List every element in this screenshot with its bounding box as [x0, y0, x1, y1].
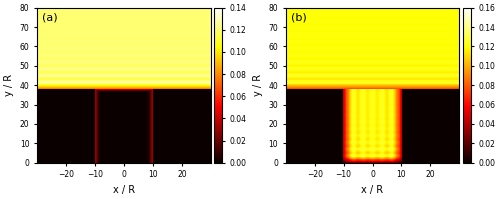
- Y-axis label: y / R: y / R: [253, 74, 263, 96]
- X-axis label: x / R: x / R: [362, 185, 384, 195]
- X-axis label: x / R: x / R: [113, 185, 135, 195]
- Y-axis label: y / R: y / R: [4, 74, 14, 96]
- Text: (b): (b): [291, 12, 306, 22]
- Text: (a): (a): [42, 12, 58, 22]
